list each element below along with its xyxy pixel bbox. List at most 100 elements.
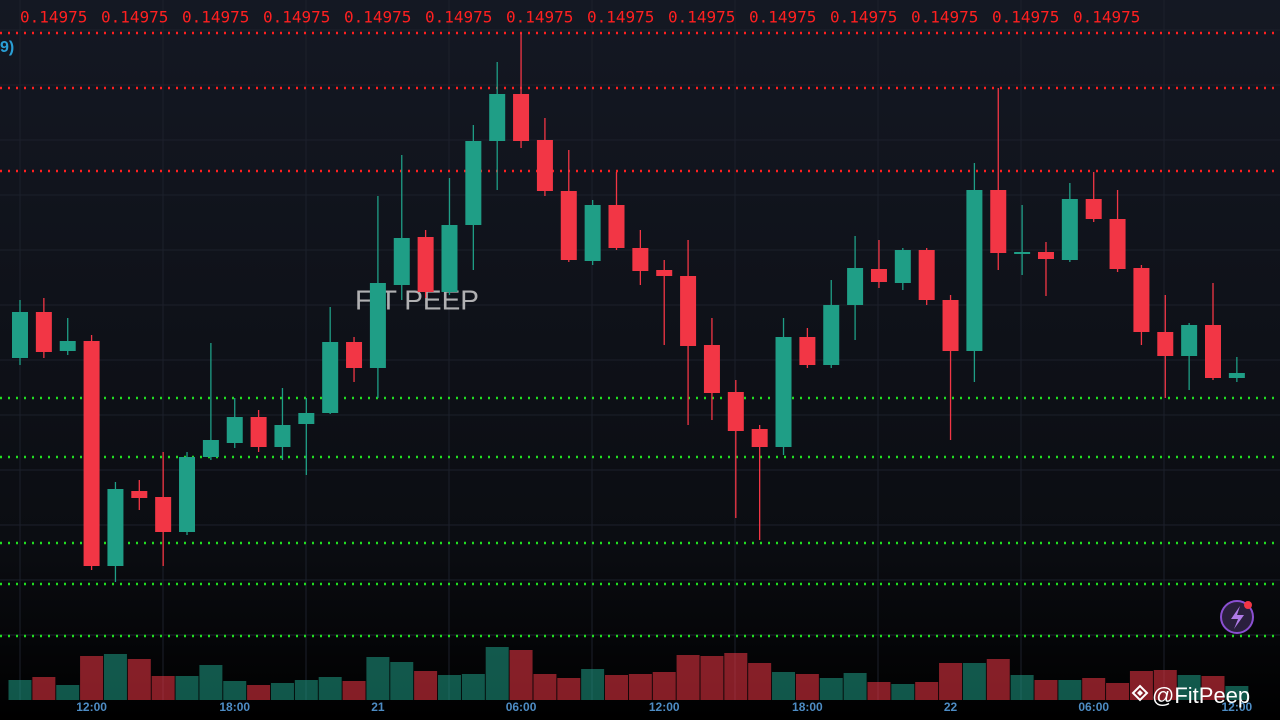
volume-bar [294, 680, 318, 700]
candle-body [35, 312, 52, 352]
candle-body [274, 425, 291, 447]
candle-body [1181, 325, 1198, 356]
candle-body [1133, 268, 1150, 332]
candle-body [441, 225, 458, 292]
candle-body [751, 429, 768, 447]
candle-body [823, 305, 840, 365]
candle-body [727, 392, 744, 431]
volume-bar [915, 682, 939, 700]
level-label: 0.14975 [1073, 8, 1140, 27]
candle-body [990, 190, 1007, 253]
volume-bar [103, 654, 127, 700]
volume-bar [56, 685, 80, 700]
x-tick-label: 18:00 [219, 700, 250, 714]
candle-body [513, 94, 530, 141]
candle-body [59, 341, 76, 351]
grid [0, 0, 1280, 700]
volume-bar [151, 676, 175, 700]
handle: @FitPeep [1152, 683, 1250, 708]
volume-bar [509, 650, 533, 700]
candle-body [1109, 219, 1126, 269]
level-label: 0.14975 [830, 8, 897, 27]
candle-body [918, 250, 935, 300]
candle-body [847, 268, 864, 305]
candle-body [584, 205, 601, 261]
level-label: 0.14975 [992, 8, 1059, 27]
volume-bar [8, 680, 32, 700]
volume-bar [175, 676, 199, 700]
level-label: 0.14975 [263, 8, 330, 27]
candle-body [799, 337, 816, 365]
volume-bar [247, 685, 271, 700]
volume-bar [390, 662, 414, 700]
volume-bar [1106, 683, 1130, 700]
volume-bar [318, 677, 342, 700]
candle-body [369, 283, 386, 368]
volume-bar [1153, 670, 1177, 700]
volume-bar [581, 669, 605, 700]
volume-bar [628, 674, 652, 700]
candle-body [298, 413, 315, 424]
candle-body [393, 238, 410, 285]
volume-bar [1010, 675, 1034, 700]
x-tick-label: 18:00 [792, 700, 823, 714]
candle-body [1085, 199, 1102, 219]
volume-bar [819, 678, 843, 700]
volume-bar [676, 655, 700, 700]
candle-body [322, 342, 339, 413]
candle-body [1157, 332, 1174, 356]
candle-body [1037, 252, 1054, 259]
candle-body [966, 190, 983, 351]
volume-bar [700, 656, 724, 700]
candle-body [250, 417, 267, 447]
volume-bar [557, 678, 581, 700]
volume-bar [867, 682, 891, 700]
volume-bar [127, 659, 151, 700]
handle-logo [1131, 684, 1149, 702]
level-label: 0.14975 [749, 8, 816, 27]
candle-body [1205, 325, 1221, 378]
volume-bar [1034, 680, 1058, 700]
volume-bar [199, 665, 223, 700]
level-label: 0.14975 [101, 8, 168, 27]
candle-body [131, 491, 148, 498]
volume-bar [843, 673, 867, 700]
candle-body [703, 345, 720, 393]
volume-bar [342, 681, 366, 700]
volume-bar [437, 675, 461, 700]
candle-body [632, 248, 649, 271]
volume-bar [80, 656, 104, 700]
level-label: 0.14975 [668, 8, 735, 27]
volume-bar [652, 672, 676, 700]
x-tick-label: 22 [944, 700, 958, 714]
candle-body [489, 94, 506, 141]
level-label: 0.14975 [587, 8, 654, 27]
x-tick-label: 21 [371, 700, 385, 714]
candle-body [608, 205, 625, 248]
candle-body [894, 250, 911, 283]
candle-body [942, 300, 959, 351]
candle-body [560, 191, 577, 260]
candle-body [12, 312, 28, 358]
candle-body [346, 342, 363, 368]
legend-fragment: 9) [0, 39, 14, 56]
volume-bar [533, 674, 557, 700]
x-tick-label: 06:00 [506, 700, 537, 714]
volume-bar [939, 663, 963, 700]
level-label: 0.14975 [425, 8, 492, 27]
candle-body [1014, 252, 1031, 254]
candle-body [1228, 373, 1245, 378]
volume-bar [1177, 675, 1201, 700]
volume-bar [32, 677, 56, 700]
level-label: 0.14975 [20, 8, 87, 27]
alert-icon[interactable] [1220, 600, 1254, 634]
candle-body [155, 497, 172, 532]
volume-bar [366, 657, 390, 700]
volume-bar [1058, 680, 1082, 700]
volume-bar [1225, 686, 1249, 700]
volume-bar [724, 653, 748, 700]
level-label: 0.14975 [344, 8, 411, 27]
x-tick-label: 12:00 [76, 700, 107, 714]
candle-body [870, 269, 887, 282]
